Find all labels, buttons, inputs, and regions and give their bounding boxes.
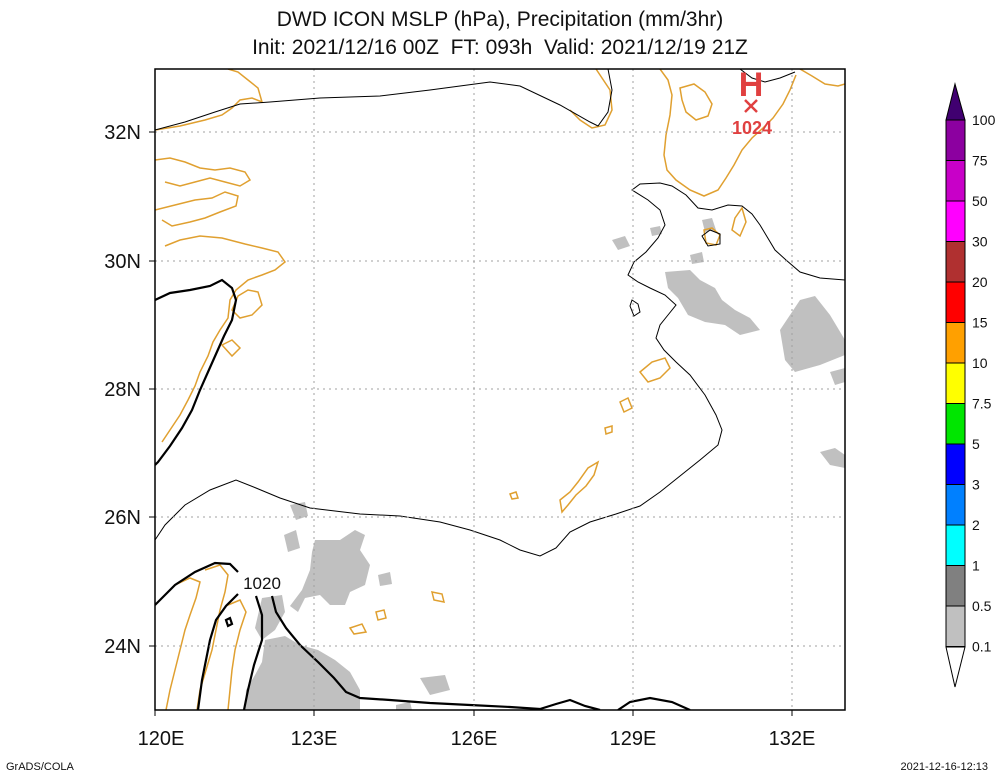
lon-label-126e: 126E <box>451 728 498 750</box>
isobar-label: 1020 <box>243 574 281 593</box>
legend-swatch <box>945 484 966 526</box>
lat-label-28n: 28N <box>104 379 141 401</box>
lon-label-132e: 132E <box>769 728 816 750</box>
legend-value: 0.1 <box>972 639 992 655</box>
legend-value: 20 <box>972 274 988 290</box>
legend-swatch <box>945 281 966 323</box>
legend-swatch <box>945 241 966 283</box>
legend-swatch <box>945 524 966 566</box>
axis-ticks <box>149 131 793 716</box>
legend-value: 0.5 <box>972 598 992 614</box>
footer-timestamp: 2021-12-16-12:13 <box>900 761 988 773</box>
legend-value: 75 <box>972 153 988 169</box>
high-pressure-marker: H <box>739 66 764 104</box>
lat-label-32n: 32N <box>104 122 141 144</box>
legend-value: 15 <box>972 315 988 331</box>
precip-legend: 100 75 50 30 20 15 10 7.5 5 3 2 1 0.5 0.1 <box>945 82 996 688</box>
lat-label-26n: 26N <box>104 507 141 529</box>
legend-value: 30 <box>972 234 988 250</box>
legend-value: 100 <box>972 112 996 128</box>
isobars-bold <box>155 278 691 710</box>
isobar-label-bg <box>239 572 285 592</box>
footer-credit: GrADS/COLA <box>6 761 74 773</box>
legend-value: 10 <box>972 355 988 371</box>
lat-label-24n: 24N <box>104 636 141 658</box>
legend-value: 2 <box>972 517 980 533</box>
high-pressure-value: 1024 <box>732 118 772 138</box>
legend-value: 5 <box>972 436 980 452</box>
legend-swatch <box>945 200 966 242</box>
high-center-cross-icon <box>744 99 758 113</box>
legend-bottom-arrow <box>945 646 966 688</box>
lon-label-123e: 123E <box>291 728 338 750</box>
legend-swatch <box>945 160 966 202</box>
graticule <box>155 69 845 710</box>
map-subtitle: Init: 2021/12/16 00Z FT: 093h Valid: 202… <box>252 36 748 59</box>
legend-swatch <box>945 443 966 485</box>
isobars-thin <box>155 69 845 557</box>
precip-areas <box>245 218 845 710</box>
lon-label-129e: 129E <box>610 728 657 750</box>
legend-swatch <box>945 605 966 647</box>
lat-label-30n: 30N <box>104 251 141 273</box>
map-title: DWD ICON MSLP (hPa), Precipitation (mm/3… <box>276 8 724 31</box>
legend-value: 1 <box>972 558 980 574</box>
legend-swatch <box>945 119 966 161</box>
lon-label-120e: 120E <box>138 728 185 750</box>
legend-swatch <box>945 322 966 364</box>
legend-value: 50 <box>972 193 988 209</box>
legend-swatch <box>945 565 966 607</box>
legend-swatch <box>945 403 966 445</box>
legend-value: 7.5 <box>972 396 992 412</box>
legend-top-arrow <box>945 82 966 121</box>
legend-value: 3 <box>972 477 980 493</box>
legend-swatch <box>945 362 966 404</box>
